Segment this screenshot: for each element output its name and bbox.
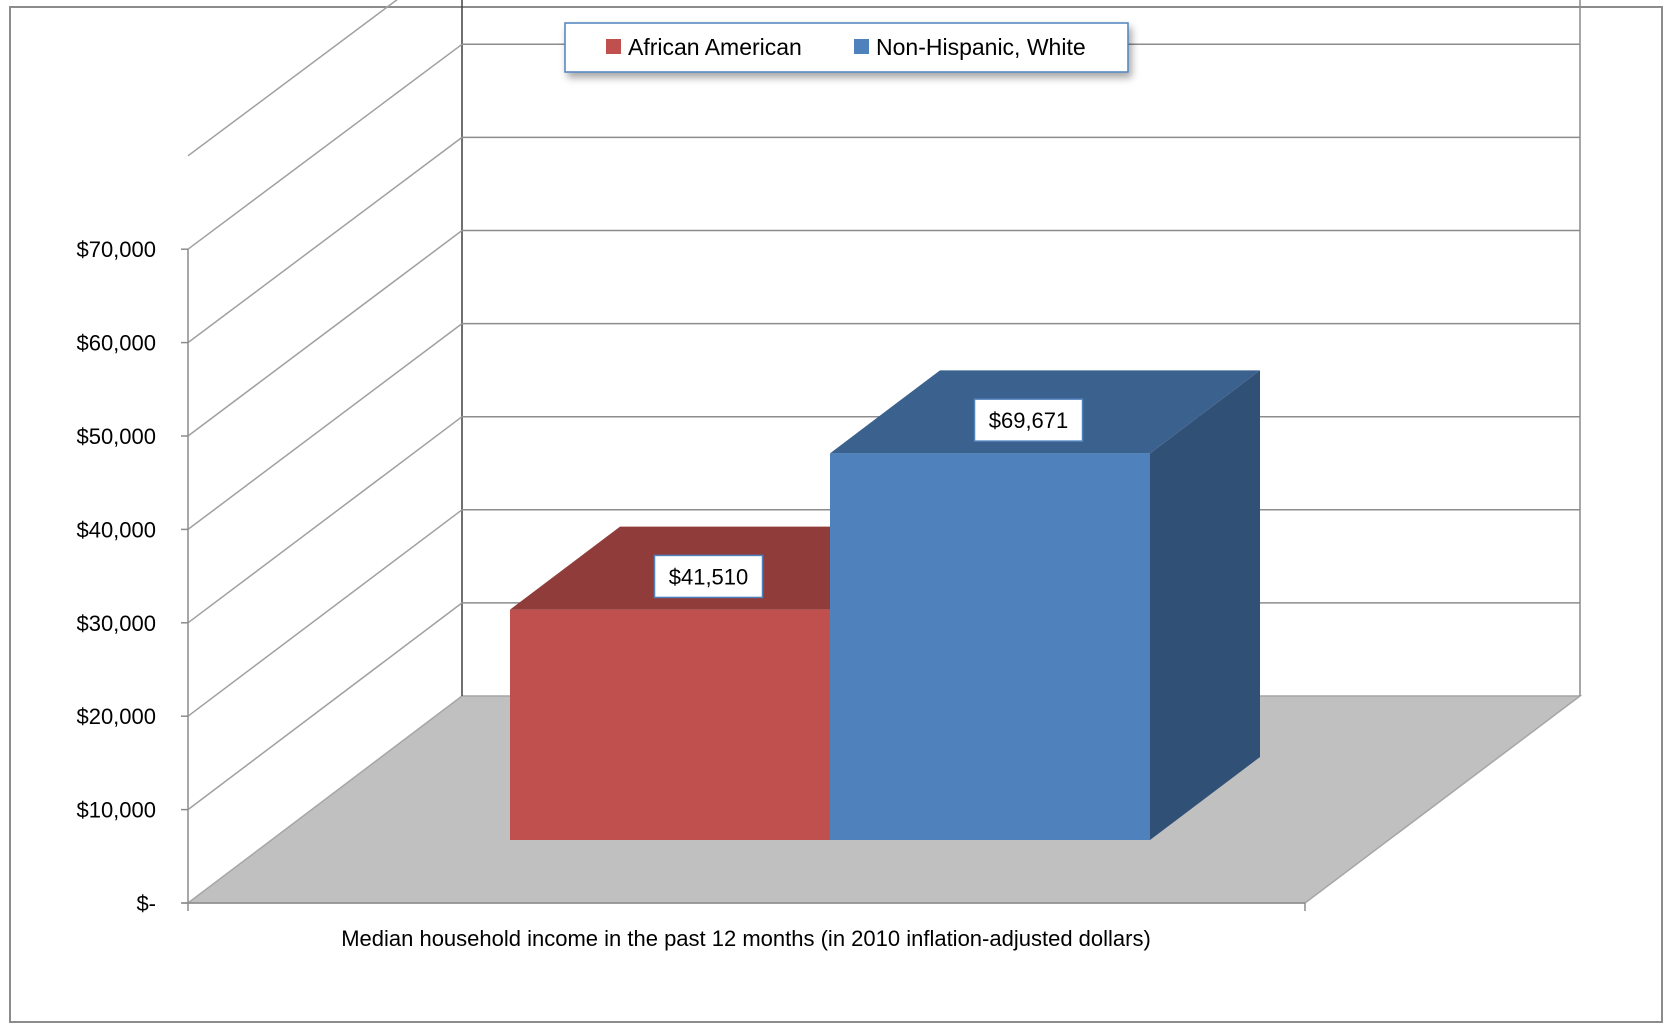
- y-tick-label: $-: [136, 891, 156, 916]
- y-tick-label: $50,000: [76, 424, 156, 449]
- data-label: $41,510: [669, 564, 749, 589]
- y-tick-label: $60,000: [76, 331, 156, 356]
- gridline-side: [187, 416, 463, 624]
- legend-box: [564, 22, 1129, 73]
- bar-front-2[interactable]: [830, 453, 1150, 840]
- gridline-side: [187, 509, 463, 717]
- gridline-side: [187, 136, 463, 344]
- bar-front-1[interactable]: [510, 609, 830, 840]
- gridline-side: [187, 43, 463, 250]
- y-tick-label: $40,000: [76, 517, 156, 542]
- y-tick-label: $10,000: [76, 798, 156, 823]
- data-label: $69,671: [989, 408, 1069, 433]
- data-label-box: [653, 554, 764, 599]
- legend-entry-1: African American: [628, 34, 802, 60]
- y-tick-label: $20,000: [76, 704, 156, 729]
- legend-entry-2: Non-Hispanic, White: [876, 34, 1086, 60]
- y-tick-label: $30,000: [76, 611, 156, 636]
- gridline-side: [187, 229, 463, 437]
- legend-swatch-1: [606, 39, 621, 54]
- gridline-side: [187, 323, 463, 530]
- gridline-side: [187, 602, 463, 811]
- x-axis-label: Median household income in the past 12 m…: [341, 926, 1151, 951]
- gridline-side: [187, 0, 398, 157]
- legend-swatch-2: [854, 39, 869, 54]
- y-tick-label: $70,000: [76, 237, 156, 262]
- data-label-box: [973, 398, 1084, 442]
- bar-side-2: [1150, 370, 1260, 840]
